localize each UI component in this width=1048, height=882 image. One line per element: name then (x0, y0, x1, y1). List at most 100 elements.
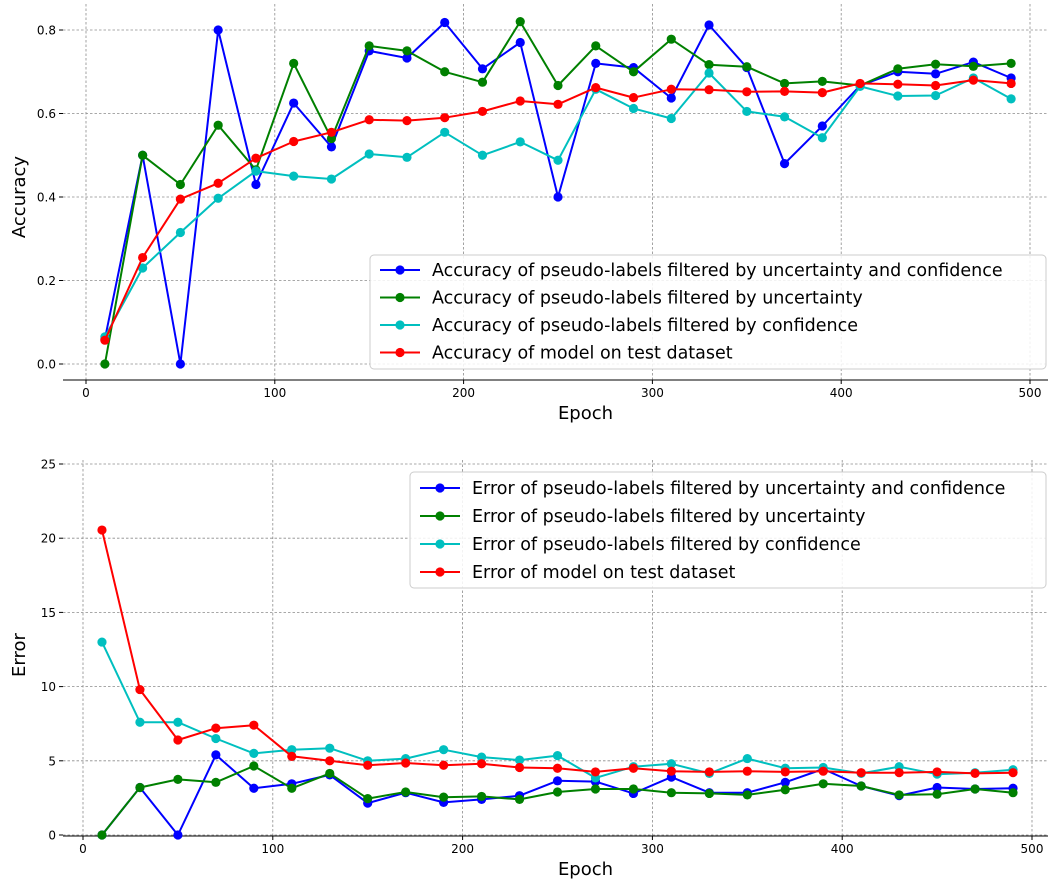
legend-box (369, 254, 1047, 370)
x-tick-label: 200 (451, 842, 474, 856)
data-point (968, 75, 978, 85)
legend-label: Error of model on test dataset (472, 563, 736, 583)
data-point (402, 152, 412, 162)
data-point (211, 750, 221, 760)
data-point (779, 86, 790, 96)
data-point (289, 58, 299, 68)
data-point (666, 93, 676, 103)
data-point (363, 760, 373, 770)
data-point (213, 193, 223, 203)
data-point (440, 113, 450, 123)
data-point (704, 60, 714, 70)
data-point (818, 766, 828, 776)
data-point (402, 53, 412, 63)
data-point (402, 46, 412, 56)
data-point (440, 67, 450, 77)
error-chart: 0 100 200 300 400 500 0 5 10 15 20 25 Epoch Error Erro… (9, 458, 1048, 880)
data-point (249, 720, 259, 730)
data-point (931, 80, 941, 91)
data-point (173, 830, 183, 840)
data-point (666, 759, 676, 769)
data-point (818, 779, 828, 789)
legend-marker (395, 320, 405, 330)
data-point (780, 785, 790, 795)
x-axis-label: Epoch (558, 403, 613, 424)
legend-label: Accuracy of pseudo-labels filtered by co… (432, 316, 858, 336)
y-tick-label: 10 (41, 680, 56, 694)
legend-label: Accuracy of pseudo-labels filtered by un… (432, 261, 1003, 281)
data-point (213, 178, 223, 188)
data-point (175, 227, 185, 238)
legend-marker (395, 347, 405, 358)
data-point (364, 149, 374, 159)
data-point (249, 783, 259, 793)
legend: Accuracy of pseudo-labels filtered by un… (369, 254, 1047, 370)
data-point (287, 745, 297, 755)
data-point (476, 791, 487, 802)
data-point (553, 80, 563, 91)
data-point (553, 192, 563, 202)
data-point (1008, 768, 1018, 778)
data-point (742, 106, 752, 117)
data-point (893, 91, 903, 101)
data-point (817, 88, 827, 98)
data-point (477, 77, 488, 87)
data-point (401, 787, 411, 797)
data-point (251, 153, 261, 163)
data-point (628, 93, 639, 103)
data-point (779, 112, 790, 122)
x-tick-label: 300 (641, 386, 664, 400)
accuracy-chart: 0 100 200 300 400 500 0.0 0.2 0.4 0.6 0.8 Epoch Accu… (9, 4, 1048, 424)
data-point (1006, 58, 1016, 68)
data-point (514, 794, 525, 804)
data-point (135, 782, 145, 793)
data-point (666, 34, 676, 44)
data-point (553, 155, 563, 165)
data-point (666, 113, 676, 124)
legend-label: Accuracy of model on test dataset (432, 344, 733, 364)
data-point (856, 768, 866, 778)
legend-marker (435, 511, 445, 521)
data-point (515, 17, 525, 27)
data-point (138, 263, 148, 273)
data-point (514, 762, 525, 773)
data-point (591, 83, 601, 93)
y-tick-label: 25 (41, 458, 56, 472)
data-point (590, 784, 601, 794)
data-point (514, 755, 525, 765)
data-point (931, 69, 941, 79)
data-point (552, 787, 563, 797)
data-point (440, 17, 450, 28)
legend-label: Error of pseudo-labels filtered by confi… (472, 535, 861, 555)
legend-marker (435, 539, 445, 549)
data-point (439, 745, 449, 755)
data-point (138, 150, 148, 160)
data-point (440, 127, 450, 137)
data-point (439, 792, 449, 802)
x-tick-label: 200 (452, 386, 475, 400)
data-point (100, 359, 110, 369)
y-tick-label: 0.2 (37, 274, 56, 288)
data-point (552, 776, 563, 786)
data-point (138, 252, 148, 263)
legend-marker (395, 292, 405, 303)
x-tick-label: 0 (82, 386, 90, 400)
data-point (249, 748, 259, 758)
data-point (211, 777, 221, 787)
x-tick-label: 300 (641, 842, 664, 856)
legend-box (409, 471, 1047, 589)
data-point (628, 763, 639, 773)
data-point (817, 133, 827, 143)
data-point (893, 79, 903, 89)
data-point (704, 788, 714, 799)
data-point (401, 758, 411, 768)
legend-marker (435, 567, 445, 577)
y-axis-label: Accuracy (9, 156, 30, 239)
data-point (704, 767, 714, 777)
x-tick-label: 0 (79, 842, 87, 856)
data-point (249, 761, 259, 771)
data-point (476, 759, 487, 769)
data-point (932, 789, 942, 799)
x-tick-label: 100 (263, 386, 286, 400)
